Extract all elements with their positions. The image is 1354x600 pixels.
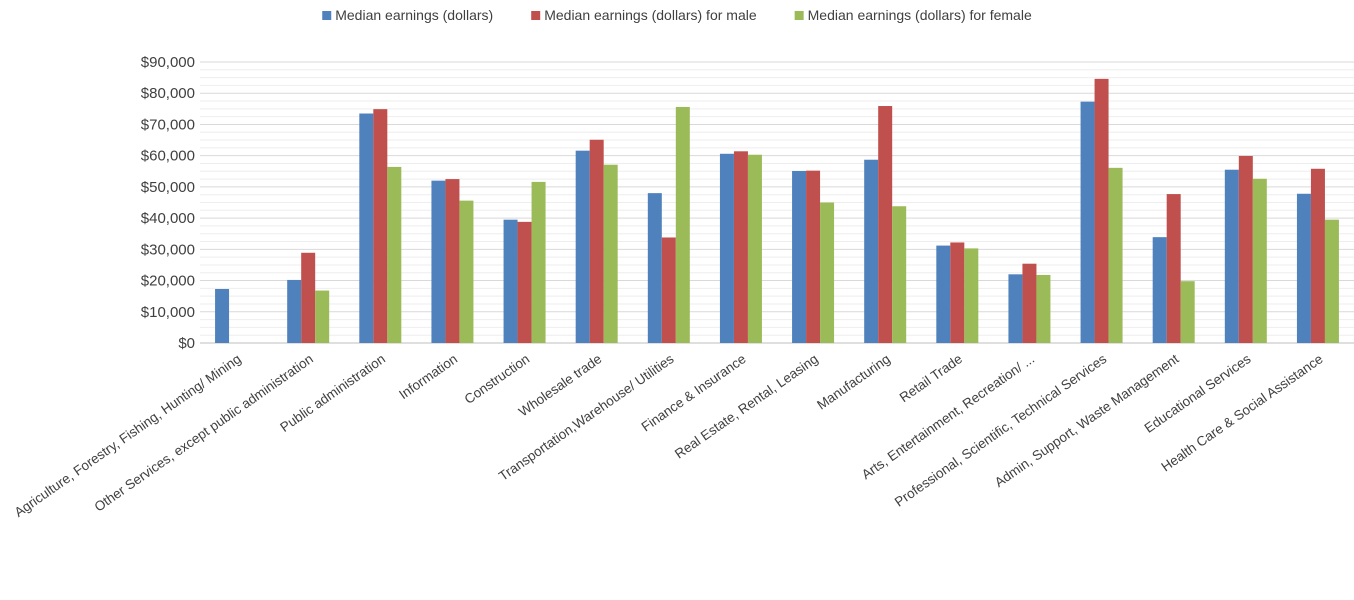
- y-tick-label: $30,000: [141, 241, 195, 258]
- bar-male: [1022, 263, 1037, 343]
- x-category-label: Real Estate, Rental, Leasing: [672, 351, 821, 461]
- bar-overall: [215, 288, 230, 343]
- bar-overall: [575, 150, 590, 343]
- bar-female: [315, 290, 330, 343]
- bar-male: [661, 237, 676, 343]
- bar-male: [517, 221, 532, 343]
- bar-male: [373, 109, 388, 343]
- bar-male: [1166, 194, 1181, 343]
- legend-swatch: [794, 11, 804, 20]
- bar-female: [964, 248, 979, 343]
- bar-overall: [1224, 169, 1239, 343]
- legend-label: Median earnings (dollars): [335, 7, 493, 23]
- bar-female: [1180, 281, 1195, 343]
- bar-male: [1310, 168, 1325, 343]
- x-category-label: Information: [396, 351, 460, 402]
- bar-female: [747, 154, 762, 343]
- bar-female: [675, 106, 690, 344]
- legend-swatch: [531, 11, 541, 20]
- bar-overall: [719, 153, 734, 343]
- bar-overall: [1152, 237, 1167, 343]
- y-tick-label: $60,000: [141, 148, 195, 165]
- bar-female: [459, 200, 474, 343]
- bar-male: [301, 252, 316, 343]
- bar-male: [950, 242, 965, 343]
- y-tick-label: $80,000: [141, 85, 195, 102]
- bar-male: [733, 151, 748, 343]
- legend: Median earnings (dollars) Median earnings…: [322, 7, 1032, 23]
- y-tick-label: $90,000: [141, 54, 195, 71]
- bar-female: [387, 166, 402, 343]
- bar-male: [589, 139, 604, 343]
- bar-overall: [359, 113, 374, 344]
- bar-female: [892, 206, 907, 343]
- bar-overall: [1296, 193, 1311, 343]
- bar-overall: [647, 193, 662, 343]
- x-category-label: Construction: [462, 351, 533, 407]
- y-tick-label: $50,000: [141, 179, 195, 196]
- bar-female: [1108, 167, 1123, 343]
- bar-female: [603, 164, 618, 343]
- bar-female: [1036, 274, 1051, 343]
- bar-overall: [936, 245, 951, 343]
- y-tick-label: $70,000: [141, 116, 195, 133]
- y-tick-label: $0: [178, 335, 195, 352]
- y-tick-label: $10,000: [141, 304, 195, 321]
- bar-female: [1324, 219, 1339, 343]
- bar-female: [1252, 178, 1267, 343]
- bar-male: [806, 170, 821, 343]
- y-tick-label: $40,000: [141, 210, 195, 227]
- bars: [215, 78, 1339, 344]
- bar-female: [820, 202, 835, 343]
- bar-overall: [1008, 274, 1023, 343]
- bar-overall: [431, 180, 446, 343]
- bar-overall: [1080, 101, 1095, 343]
- y-tick-label: $20,000: [141, 273, 195, 290]
- x-category-label: Manufacturing: [814, 351, 893, 412]
- legend-swatch: [322, 11, 332, 20]
- legend-label: Median earnings (dollars) for female: [808, 7, 1032, 23]
- x-category-label: Retail Trade: [897, 351, 965, 405]
- bar-male: [1094, 78, 1109, 344]
- bar-overall: [503, 219, 518, 343]
- bar-male: [445, 179, 460, 343]
- bar-female: [531, 181, 546, 343]
- bar-male: [878, 106, 893, 343]
- bar-overall: [864, 159, 879, 343]
- bar-overall: [287, 279, 302, 343]
- legend-label: Median earnings (dollars) for male: [544, 7, 757, 23]
- bar-overall: [792, 170, 807, 343]
- bar-male: [1238, 155, 1253, 343]
